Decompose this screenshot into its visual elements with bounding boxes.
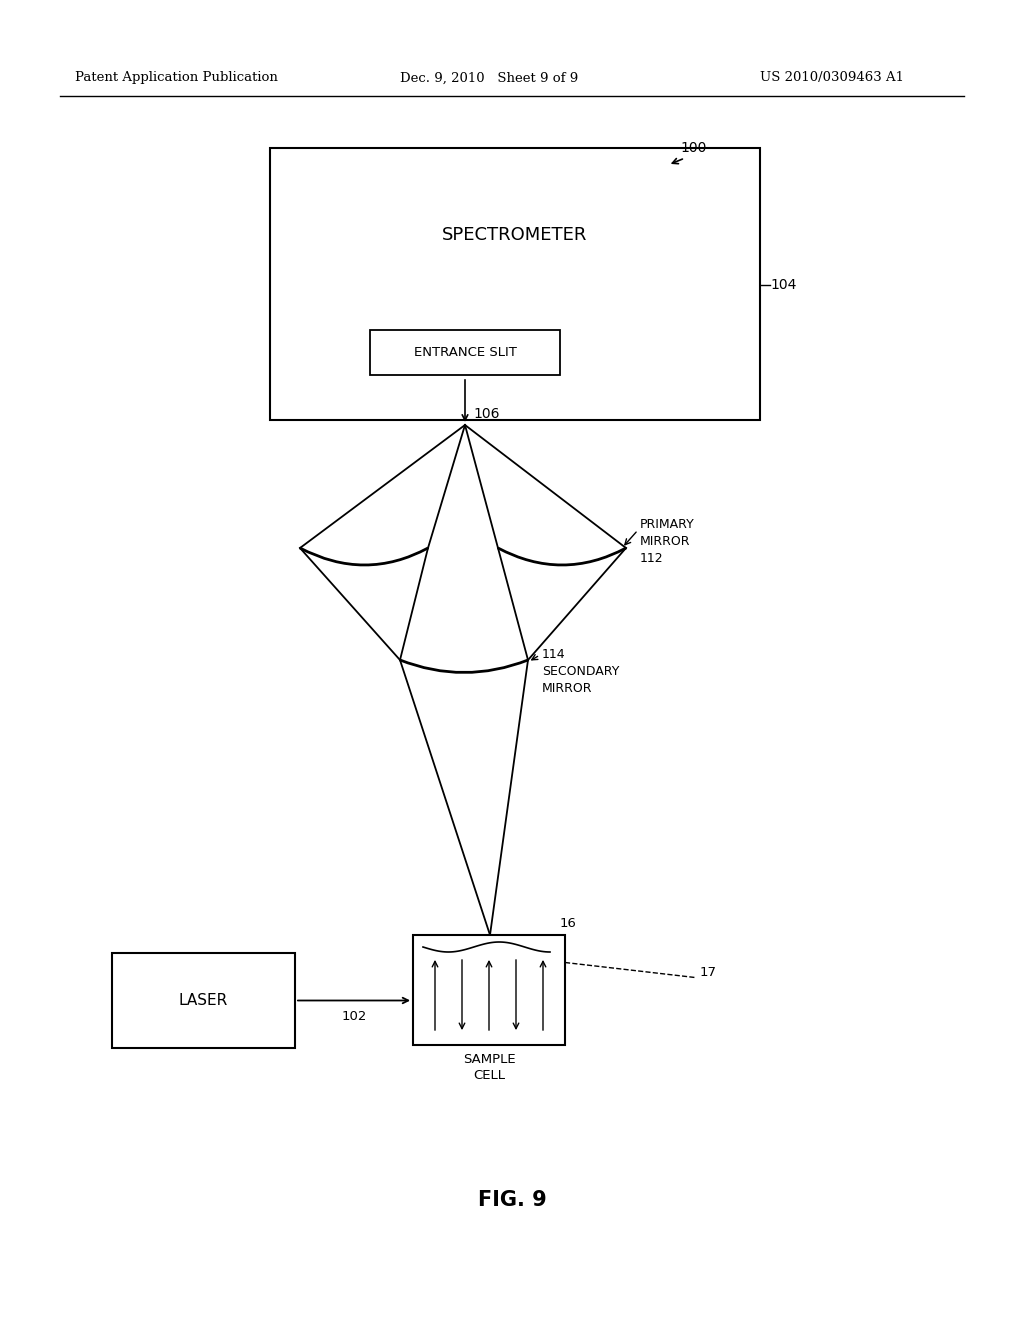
Text: SAMPLE
CELL: SAMPLE CELL [463,1053,515,1082]
Text: US 2010/0309463 A1: US 2010/0309463 A1 [760,71,904,84]
Text: 16: 16 [560,917,577,931]
Text: Dec. 9, 2010   Sheet 9 of 9: Dec. 9, 2010 Sheet 9 of 9 [400,71,579,84]
Text: 102: 102 [341,1011,367,1023]
Bar [413,935,565,1045]
Text: PRIMARY
MIRROR
112: PRIMARY MIRROR 112 [640,517,694,565]
Text: 100: 100 [680,141,707,154]
Bar [370,330,560,375]
Text: LASER: LASER [179,993,228,1008]
Text: ENTRANCE SLIT: ENTRANCE SLIT [414,346,516,359]
Bar [270,148,760,420]
Text: Patent Application Publication: Patent Application Publication [75,71,278,84]
Bar [112,953,295,1048]
Text: SPECTROMETER: SPECTROMETER [442,226,588,244]
Text: FIG. 9: FIG. 9 [477,1191,547,1210]
Text: 114
SECONDARY
MIRROR: 114 SECONDARY MIRROR [542,648,620,696]
Text: 106: 106 [473,407,500,421]
Text: 104: 104 [770,279,797,292]
Text: 17: 17 [700,966,717,979]
